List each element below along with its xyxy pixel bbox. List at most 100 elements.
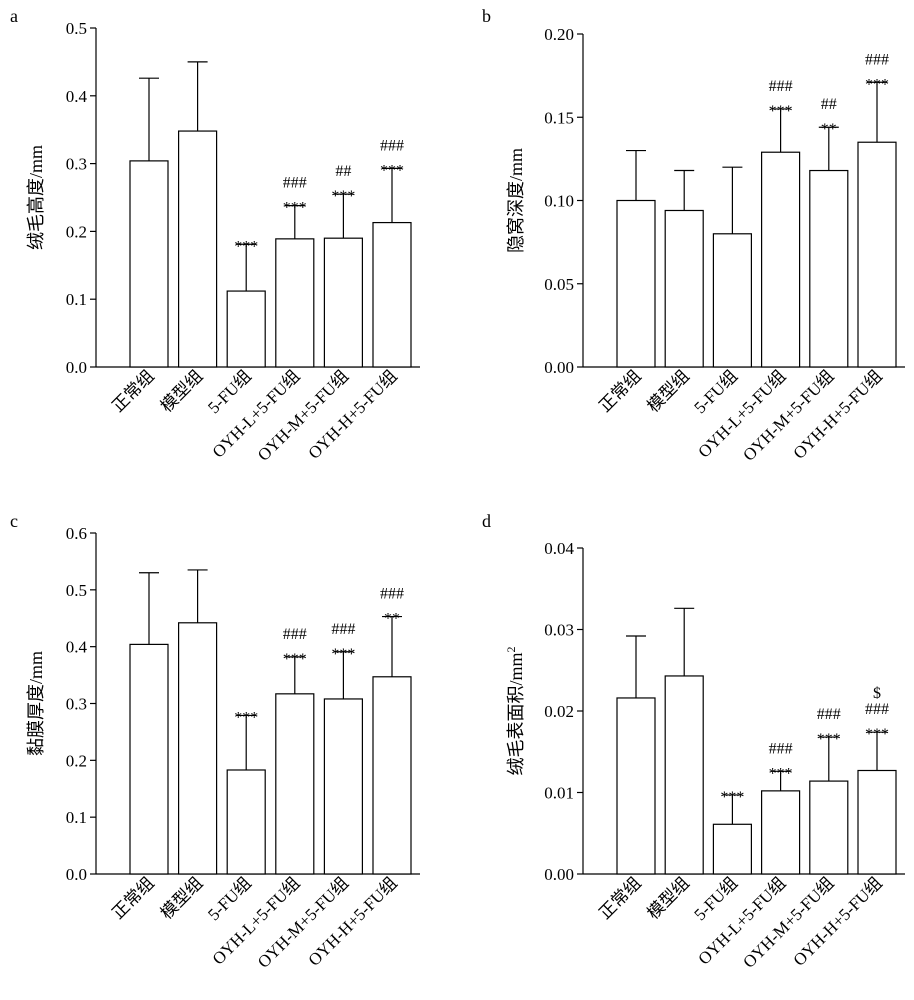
significance-marker: ***: [234, 238, 258, 255]
significance-marker: ###: [283, 175, 307, 192]
y-tick-label: 0.2: [66, 222, 87, 241]
significance-marker: ###: [865, 701, 889, 718]
significance-marker: ###: [331, 621, 355, 638]
panel-letter: a: [10, 6, 18, 26]
bar: [616, 199, 656, 368]
significance-marker: ***: [234, 709, 258, 726]
y-tick-label: 0.04: [544, 539, 574, 558]
bar: [178, 130, 218, 368]
y-tick-label: 0.2: [66, 751, 87, 770]
x-tick-label: 模型组: [644, 366, 693, 415]
x-tick-label: 正常组: [595, 366, 644, 415]
significance-marker: ***: [865, 76, 889, 93]
bar: [226, 290, 266, 368]
y-tick-label: 0.03: [544, 621, 574, 640]
x-tick-label: 模型组: [644, 873, 693, 922]
x-tick-label: 模型组: [157, 873, 206, 922]
significance-marker: ###: [380, 137, 404, 154]
panel-letter: b: [482, 6, 491, 26]
significance-marker: ***: [720, 789, 744, 806]
significance-marker: ***: [817, 731, 841, 748]
y-axis-label: 绒毛表面积/mm2: [504, 646, 526, 775]
y-tick-label: 0.00: [544, 865, 574, 884]
y-tick-label: 0.10: [544, 192, 574, 211]
significance-marker: **: [384, 611, 400, 628]
significance-marker: ***: [283, 651, 307, 668]
x-tick-label: OYH-L+5-FU组: [209, 366, 304, 461]
significance-marker: ###: [769, 740, 793, 757]
y-tick-label: 0.1: [66, 808, 87, 827]
y-tick-label: 0.02: [544, 702, 574, 721]
bar: [275, 238, 315, 368]
y-tick-label: 0.00: [544, 358, 574, 377]
y-axis-label: 黏膜厚度/mm: [26, 651, 46, 756]
significance-marker: ***: [331, 646, 355, 663]
bar: [372, 221, 412, 368]
bar: [323, 698, 363, 875]
bar: [275, 693, 315, 875]
panel-letter: c: [10, 511, 18, 531]
y-tick-label: 0.20: [544, 25, 574, 44]
y-tick-label: 0.0: [66, 865, 87, 884]
significance-marker: ##: [335, 163, 351, 180]
bar: [857, 769, 897, 875]
x-tick-label: OYH-H+5-FU组: [304, 366, 400, 462]
significance-marker: ###: [380, 586, 404, 603]
x-tick-label: OYH-H+5-FU组: [789, 366, 885, 462]
bar: [809, 169, 849, 368]
x-tick-label: OYH-L+5-FU组: [209, 873, 304, 968]
x-tick-label: 正常组: [108, 366, 157, 415]
x-tick-label: OYH-H+5-FU组: [304, 873, 400, 969]
bar: [712, 823, 753, 875]
significance-marker: ***: [865, 726, 889, 743]
bar: [226, 769, 266, 875]
bar: [129, 643, 169, 875]
bar: [857, 141, 897, 368]
bar: [664, 675, 704, 875]
y-tick-label: 0.4: [66, 638, 88, 657]
y-axis-label: 绒毛高度/mm: [26, 145, 46, 250]
significance-marker: **: [821, 121, 837, 138]
significance-marker: ***: [283, 200, 307, 217]
panel-b: b0.000.050.100.150.20隐窝深度/mm正常组模型组5-FU组#…: [482, 6, 905, 465]
bar: [664, 209, 704, 368]
x-tick-label: 正常组: [108, 873, 157, 922]
significance-marker: ***: [769, 765, 793, 782]
panel-d: d0.000.010.020.030.04绒毛表面积/mm2正常组模型组***5…: [482, 511, 905, 972]
significance-marker: ###: [283, 626, 307, 643]
y-tick-label: 0.3: [66, 695, 87, 714]
significance-marker: ###: [769, 78, 793, 95]
bar: [178, 622, 218, 875]
x-tick-label: OYH-L+5-FU组: [694, 873, 789, 968]
panel-letter: d: [482, 511, 491, 531]
bar: [129, 160, 169, 368]
y-tick-label: 0.5: [66, 581, 87, 600]
bar: [760, 790, 801, 875]
bar: [760, 151, 801, 368]
y-axis-label: 隐窝深度/mm: [506, 148, 526, 253]
x-tick-label: 正常组: [595, 873, 644, 922]
bar: [712, 233, 753, 368]
bar: [809, 780, 849, 875]
bar: [372, 676, 412, 875]
y-tick-label: 0.01: [544, 784, 574, 803]
y-tick-label: 0.5: [66, 19, 87, 38]
x-tick-label: 模型组: [157, 366, 206, 415]
significance-marker: ##: [821, 96, 837, 113]
significance-marker: ***: [380, 162, 404, 179]
y-tick-label: 0.1: [66, 290, 87, 309]
significance-marker: ###: [865, 51, 889, 68]
significance-marker: ###: [817, 706, 841, 723]
bar: [323, 237, 363, 368]
y-tick-label: 0.0: [66, 358, 87, 377]
significance-marker: ***: [331, 188, 355, 205]
y-tick-label: 0.3: [66, 155, 87, 174]
significance-marker: $: [873, 685, 881, 702]
x-tick-label: OYH-H+5-FU组: [789, 873, 885, 969]
y-tick-label: 0.05: [544, 275, 574, 294]
y-tick-label: 0.15: [544, 108, 574, 127]
significance-marker: ***: [769, 103, 793, 120]
